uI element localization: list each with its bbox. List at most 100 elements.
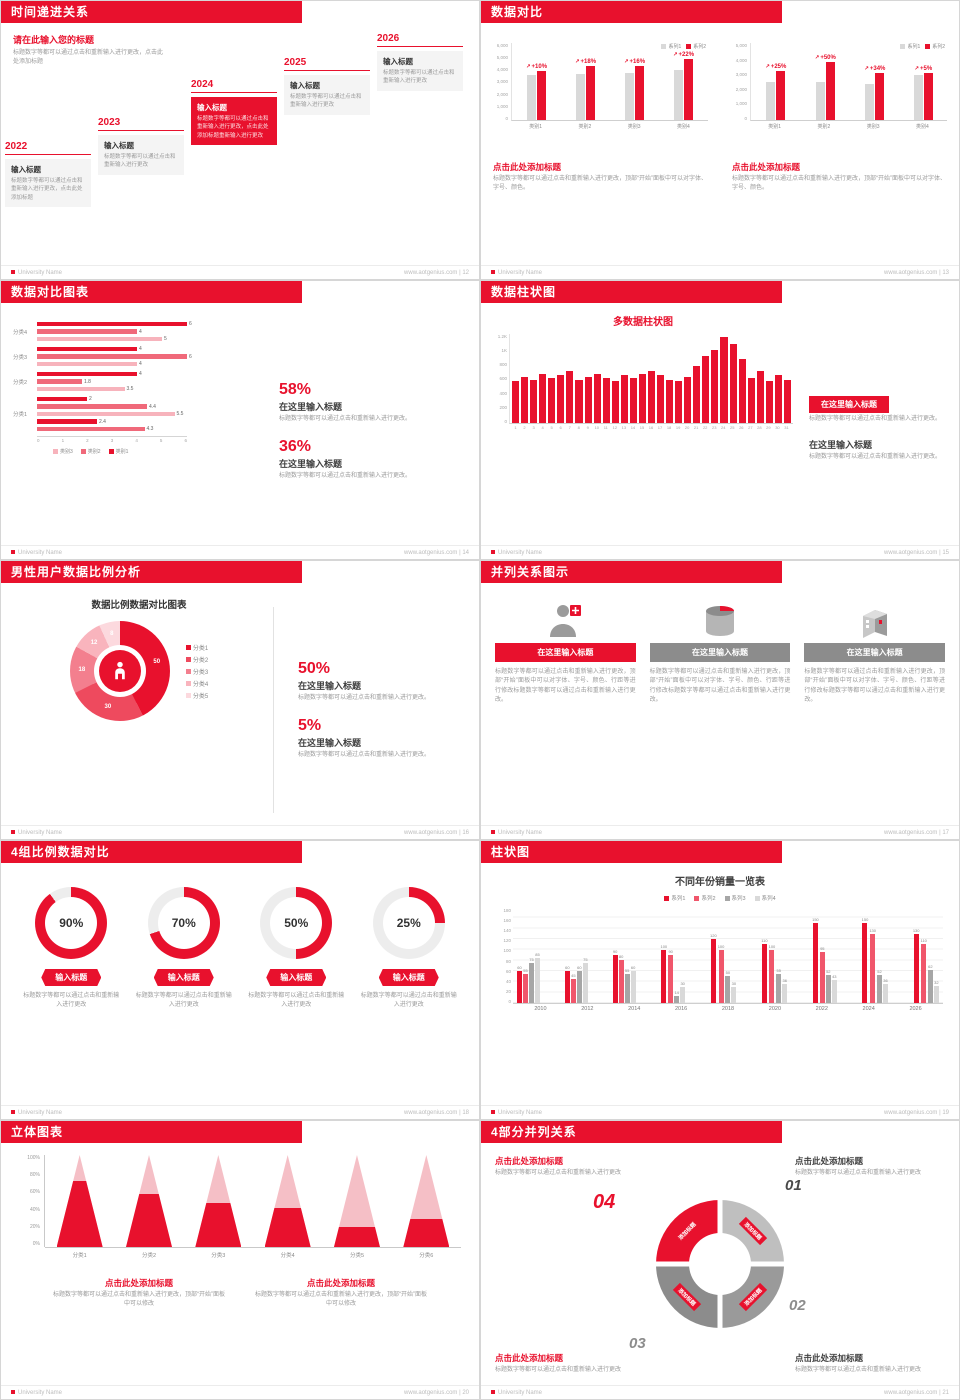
value-label: 45 [571,973,576,978]
slide-title: 时间递进关系 [1,1,303,23]
lg-item: 类别1 [108,448,128,455]
corner-title: 点击此处添加标题 [495,1156,564,1166]
slide-male-ratio-analysis[interactable]: 男性用户数据比例分析 数据比例数据对比图表 50 30 18 12 8 分类1 分类2 分类… [1,561,479,839]
value-label: 60 [630,965,636,970]
slide-time-progression[interactable]: 时间递进关系 请在此输入您的标题 标题数字等都可以通过点击和重新输入进行更改，点… [1,1,479,279]
y-tick: 5,000 [496,55,508,61]
slide-3d-chart[interactable]: 立体图表 100% 80% 60% 40% 20% 0% 分类1 分类2 分类3 分类4 分类5 分类… [1,1121,479,1399]
bar-group: ↗ +50% [815,55,836,120]
timeline-card-text: 标题数字等都可以通过点击和重新输入进行更改，点击此处添加标题 [11,178,83,201]
bar [620,375,628,423]
b19-barw: 100 [769,944,775,1003]
stat-text: 标题数字等都可以通过点击和重新输入进行更改。 [279,473,412,479]
timeline-card-title: 输入标题 [197,103,227,112]
bar [629,378,637,423]
slide-four-ratio-comparison[interactable]: 4组比例数据对比 90% 输入标题 标题数字等都可以通过点击和重新输入进行更改 70%… [1,841,479,1119]
slide-title: 4组比例数据对比 [1,841,303,863]
bar [825,975,831,1003]
cone-fill [195,1202,242,1247]
span: www.aotgenius.com [404,829,458,836]
donut-hole [689,1233,751,1295]
slide-data-comparison[interactable]: 数据对比 系列1 系列2 6,000 5,000 4,000 3,000 2,000 1,00… [481,1,959,279]
caption-title: 点击此处添加标题 [306,1278,375,1288]
svg [706,606,734,636]
x-tick: 17 [657,425,663,430]
slide-title: 并列关系图示 [481,561,783,583]
x-tick: 2020 [768,1006,782,1012]
bar-chart: 1.2K 1K 800 600 400 200 0 1 2 3 4 5 6 7 8 9 10 11 12 13 14 15… [493,334,793,430]
span: 17 [942,829,949,836]
value-label: 4.3 [146,426,154,432]
bar [674,995,680,1003]
timeline-item: 2022 输入标题 标题数字等都可以通过点击和重新输入进行更改，点击此处添加标题 [5,141,91,207]
y-tick: 0% [32,1240,40,1247]
bar-group: ↗ +22% [673,52,694,120]
x-tick: 21 [693,425,699,430]
part-number: 01 [785,1177,802,1194]
x-tick: 24 [721,425,726,430]
stats-column: 50% 在这里输入标题 标题数字等都可以通过点击和重新输入进行更改。 5% 在这… [282,595,467,825]
timeline-year: 2025 [284,57,370,71]
x-tick: 1 [514,425,517,430]
span: University Name [498,269,543,276]
footer-logo [491,1389,495,1394]
slide-parallel-relationship[interactable]: 并列关系图示 在这里输入标题 标题数字等都可以通过点击和重新输入进行更改，顶部“… [481,561,959,839]
ring-percentage: 70% [171,916,196,930]
timeline-item: 2023 输入标题 标题数字等都可以通过点击和重新输入进行更改 [98,117,184,175]
span: www.aotgenius.com [884,1109,938,1116]
slide-comparison-chart[interactable]: 数据对比图表 分类4 6 4 5 分类3 4 6 4 分类2 4 1.8 3.5 分类1 2 4.4 5.5 2… [1,281,479,559]
x-tick: 2010 [534,1006,547,1012]
footer-brand: University Name [11,1109,62,1116]
plot-area [509,334,793,424]
slide-bar-chart[interactable]: 柱状图 不同年份销量一览表 系列1 系列2 系列3 系列4 180 160 140 120 1… [481,841,959,1119]
bar [521,376,529,423]
lg-item: 系列1 [900,43,920,50]
lg-item: 分类4 [185,679,209,688]
hb-barrow: 2 [37,396,263,402]
donut-area: 50 30 18 12 8 分类1 分类2 分类3 分类4 分类5 [13,621,265,721]
slide-content: 多数据柱状图 1.2K 1K 800 600 400 200 0 1 2 3 4 5 6 7 8 9 10 11 1… [481,303,959,545]
bar [517,971,522,1003]
x-tick: 2022 [815,1006,828,1012]
span: University Name [18,1389,63,1396]
hb-bars: 2 4.4 5.5 2.4 4.3 [37,396,263,432]
footer-brand: University Name [491,549,542,556]
bar [693,366,701,423]
timeline-card-title: 输入标题 [104,141,134,150]
bar [927,969,933,1003]
bar [720,336,728,423]
bar [825,62,835,120]
cone-fillclip [403,1219,450,1247]
cone [264,1155,311,1247]
b19-barw: 36 [782,978,788,1003]
b19-barw: 100 [660,944,667,1003]
legend-label: 分类4 [192,681,209,688]
bar-group: ↗ +16% [624,59,645,120]
y-tick: 120 [503,938,511,944]
slide-four-part-relationship[interactable]: 4部分并列关系 点击此处添加标题 标题数字等都可以通过点击和重新输入进行更改 点… [481,1121,959,1399]
lg-item: 分类3 [185,667,208,676]
slide-column-chart[interactable]: 数据柱状图 多数据柱状图 1.2K 1K 800 600 400 200 0 1 2 3 4 5 6 7 8… [481,281,959,559]
growth-label: ↗ +18% [575,59,596,65]
chart-heading: 数据比例数据对比图表 [91,600,187,611]
vertical-divider [273,607,274,813]
lg-item: 系列2 [694,894,716,902]
bar [557,375,565,423]
bar [710,939,716,1003]
y-tick: 6,000 [496,43,508,48]
y-tick: 40 [505,978,511,984]
up-arrow-icon: ↗ [765,64,770,71]
ring-chart: 90% [35,887,108,959]
corner-title: 点击此处添加标题 [495,1352,564,1363]
rect [865,620,869,623]
bar [765,381,773,423]
y-tick: 180 [503,908,511,913]
slide-title: 柱状图 [481,841,783,863]
bar [611,381,619,423]
slide-content: 100% 80% 60% 40% 20% 0% 分类1 分类2 分类3 分类4 分类5 分类6 点击此… [1,1143,479,1385]
slide-title: 数据柱状图 [481,281,783,303]
b19-barw: 90 [612,949,618,1003]
legend-label: 系列1 [668,44,682,50]
footer-brand: University Name [491,1109,542,1116]
slide-footer: University Name www.aotgenius.com | 16 [1,825,479,839]
